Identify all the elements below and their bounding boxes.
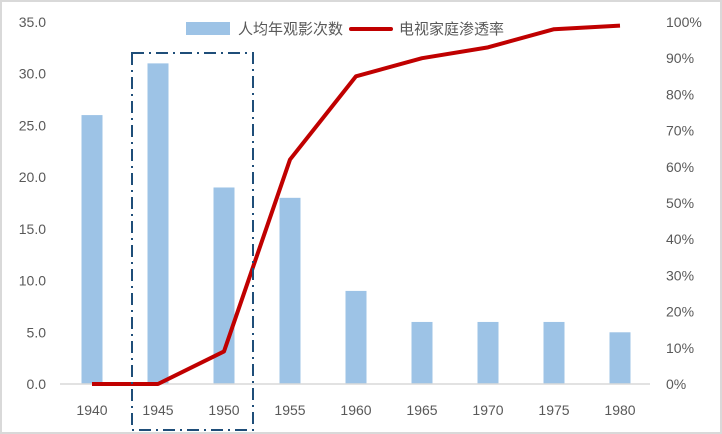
x-axis-tick: 1980 — [604, 402, 635, 418]
x-axis-tick: 1950 — [208, 402, 239, 418]
bar-1965 — [411, 321, 433, 384]
right-axis-tick: 90% — [666, 50, 694, 66]
x-axis-tick: 1960 — [340, 402, 371, 418]
bar-swatch-icon — [186, 22, 230, 35]
left-axis-tick: 0.0 — [27, 376, 47, 392]
x-axis-tick: 1965 — [406, 402, 437, 418]
right-axis-tick: 50% — [666, 195, 694, 211]
right-axis-tick: 70% — [666, 123, 694, 139]
right-axis-tick: 60% — [666, 159, 694, 175]
bar-1960 — [345, 290, 367, 384]
bar-1975 — [543, 321, 565, 384]
bar-1970 — [477, 321, 499, 384]
right-axis-tick: 80% — [666, 86, 694, 102]
line-swatch-icon — [349, 26, 394, 31]
bar-1945 — [147, 63, 169, 384]
legend-item-bar: 人均年观影次数 — [186, 18, 343, 39]
bar-1955 — [279, 197, 301, 384]
highlight-box — [131, 52, 254, 431]
x-axis-tick: 1970 — [472, 402, 503, 418]
x-axis-tick: 1955 — [274, 402, 305, 418]
left-axis-tick: 15.0 — [19, 221, 46, 237]
x-axis-tick: 1975 — [538, 402, 569, 418]
legend: 人均年观影次数 电视家庭渗透率 — [186, 18, 508, 39]
right-axis-tick: 20% — [666, 304, 694, 320]
penetration-line — [92, 23, 621, 386]
left-axis-tick: 20.0 — [19, 169, 46, 185]
left-axis-tick: 30.0 — [19, 66, 46, 82]
right-axis-tick: 30% — [666, 267, 694, 283]
x-axis-tick: 1945 — [142, 402, 173, 418]
right-axis-tick: 0% — [666, 376, 686, 392]
x-axis-tick: 1940 — [76, 402, 107, 418]
bar-1980 — [609, 332, 631, 384]
legend-line-label: 电视家庭渗透率 — [399, 20, 505, 38]
legend-bar-label: 人均年观影次数 — [238, 20, 344, 38]
left-axis-tick: 5.0 — [27, 324, 47, 340]
right-axis-tick: 40% — [666, 231, 694, 247]
left-axis-tick: 25.0 — [19, 117, 46, 133]
right-axis-tick: 10% — [666, 340, 694, 356]
left-axis-tick: 35.0 — [19, 14, 46, 30]
bar-1940 — [81, 115, 103, 384]
legend-item-line: 电视家庭渗透率 — [349, 18, 504, 39]
left-axis-tick: 10.0 — [19, 273, 46, 289]
right-axis-tick: 100% — [666, 14, 702, 30]
